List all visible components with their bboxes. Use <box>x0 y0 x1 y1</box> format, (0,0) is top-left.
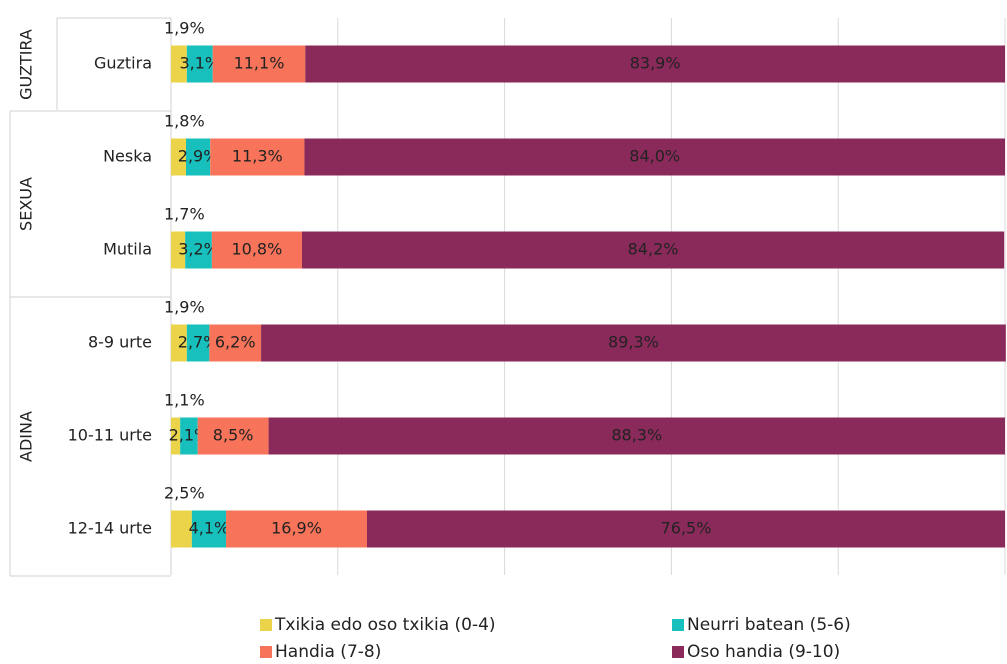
group-label: GUZTIRA <box>17 29 36 100</box>
bar-segment <box>226 510 367 548</box>
y-tick-label: Mutila <box>103 240 152 259</box>
bar-segment <box>186 45 213 83</box>
bar-segment <box>212 45 306 83</box>
bar-segment <box>197 417 269 455</box>
data-label: 2,7% <box>178 333 219 352</box>
group-label: ADINA <box>17 411 36 462</box>
data-label: 1,1% <box>164 391 205 410</box>
bar-segment <box>191 510 227 548</box>
data-label: 10,8% <box>231 240 282 259</box>
data-label: 3,1% <box>179 54 220 73</box>
data-label: 16,9% <box>271 519 322 538</box>
legend-swatch <box>260 619 272 631</box>
bar-segment <box>211 231 302 269</box>
data-label: 76,5% <box>661 519 712 538</box>
bar-segment <box>185 231 212 269</box>
bar-segment <box>210 138 305 176</box>
data-label: 89,3% <box>608 333 659 352</box>
legend-swatch <box>672 646 684 658</box>
bar-segment <box>186 138 211 176</box>
bar-segment <box>171 324 187 362</box>
y-tick-label: 10-11 urte <box>68 426 152 445</box>
legend-label: Txikia edo oso txikia (0-4) <box>274 615 496 635</box>
data-label: 11,3% <box>232 147 283 166</box>
bar-segment <box>171 45 187 83</box>
data-label: 11,1% <box>234 54 285 73</box>
y-tick-label: Neska <box>103 147 152 166</box>
bar-segment <box>186 324 210 362</box>
data-label: 88,3% <box>611 426 662 445</box>
data-label: 8,5% <box>213 426 254 445</box>
data-label: 1,9% <box>164 19 205 38</box>
bar-segment <box>171 417 181 455</box>
group-label: SEXUA <box>17 177 36 231</box>
data-label: 84,2% <box>628 240 679 259</box>
bar-segment <box>304 138 1005 176</box>
bar-segment <box>366 510 1005 548</box>
bar-segment <box>171 510 192 548</box>
data-label: 3,2% <box>178 240 219 259</box>
data-label: 1,9% <box>164 298 205 317</box>
bar-segment <box>268 417 1005 455</box>
data-label: 4,1% <box>189 519 230 538</box>
bar-segment <box>261 324 1006 362</box>
y-tick-label: Guztira <box>94 54 152 73</box>
bar-segment <box>305 45 1005 83</box>
bar-segment <box>301 231 1005 269</box>
bar-segment <box>171 138 187 176</box>
legend-swatch <box>260 646 272 658</box>
data-label: 2,5% <box>164 484 205 503</box>
y-tick-label: 12-14 urte <box>68 519 152 538</box>
legend-swatch <box>672 619 684 631</box>
data-label: 1,7% <box>164 205 205 224</box>
y-tick-label: 8-9 urte <box>88 333 152 352</box>
legend-label: Handia (7-8) <box>275 642 381 662</box>
bar-segment <box>180 417 198 455</box>
data-label: 6,2% <box>215 333 256 352</box>
data-label: 83,9% <box>630 54 681 73</box>
bar-segment <box>171 231 186 269</box>
data-label: 1,8% <box>164 112 205 131</box>
legend-label: Neurri batean (5-6) <box>687 615 851 635</box>
legend-label: Oso handia (9-10) <box>687 642 840 662</box>
bar-segment <box>209 324 262 362</box>
data-label: 2,9% <box>178 147 219 166</box>
data-label: 84,0% <box>629 147 680 166</box>
